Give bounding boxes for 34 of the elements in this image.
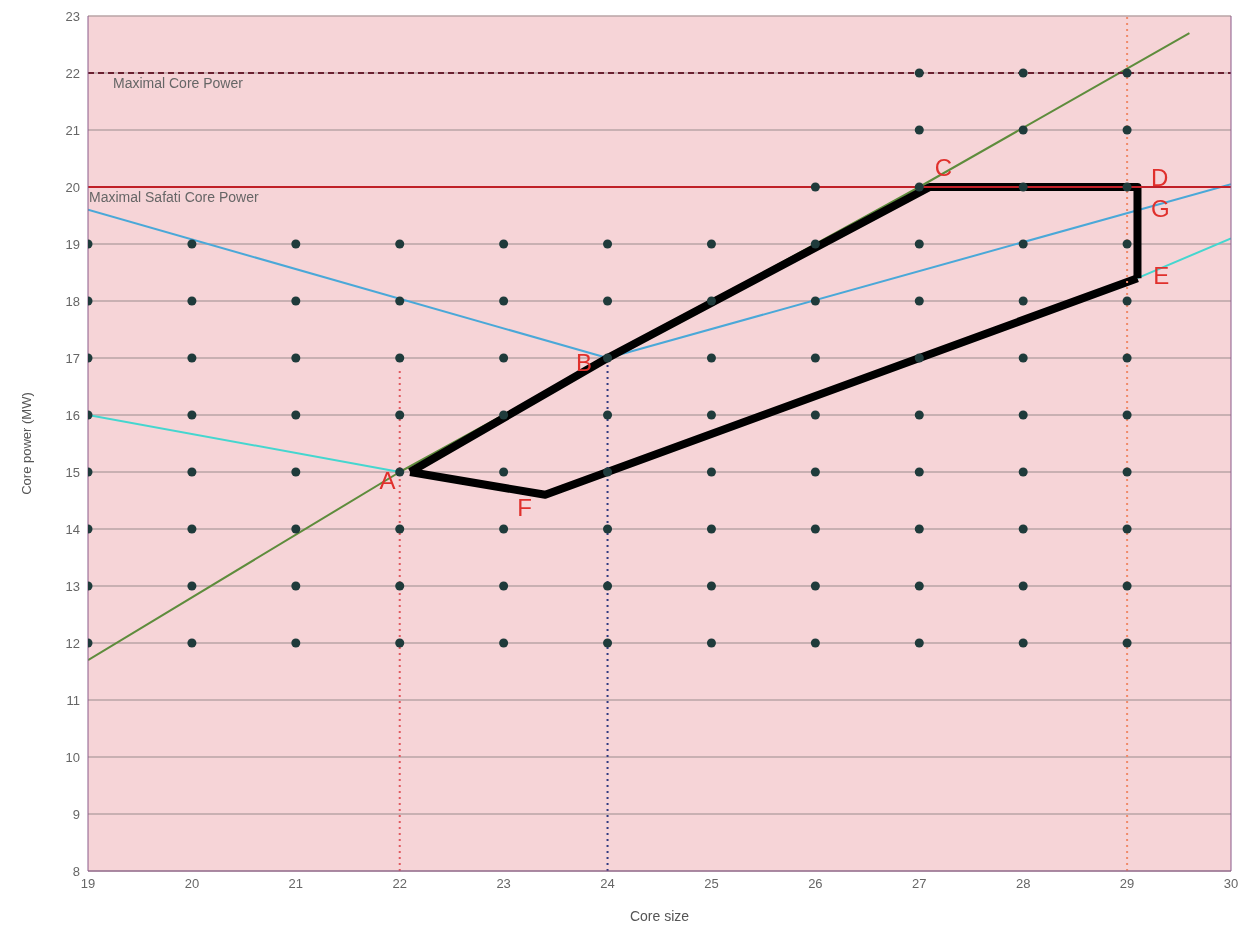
y-tick-label: 21: [65, 122, 80, 138]
x-tick-label: 28: [1015, 876, 1031, 892]
y-tick-label: 12: [65, 635, 80, 651]
y-tick-label: 13: [65, 578, 80, 594]
ref-line-label: Maximal Core Power: [113, 74, 244, 91]
y-tick-label: 9: [72, 806, 80, 822]
y-tick-label: 16: [65, 407, 80, 423]
y-tick-label: 18: [65, 293, 80, 309]
y-tick-label: 11: [66, 692, 80, 708]
y-tick-label: 23: [65, 8, 80, 24]
y-tick-label: 17: [65, 350, 80, 366]
x-axis-title: Core size: [629, 908, 690, 924]
x-tick-label: 25: [704, 876, 719, 892]
x-tick-label: 27: [912, 876, 927, 892]
x-tick-label: 22: [392, 876, 407, 892]
y-axis-title: Core power (MW): [18, 392, 34, 495]
y-tick-label: 22: [65, 65, 80, 81]
y-tick-label: 19: [65, 236, 80, 252]
annotation: F: [517, 493, 532, 521]
x-tick-label: 26: [808, 876, 823, 892]
x-tick-label: 20: [184, 876, 200, 892]
ref-line-label: Maximal Safati Core Power: [89, 188, 259, 205]
y-tick-label: 15: [65, 464, 80, 480]
x-tick-label: 24: [600, 876, 615, 892]
annotation: D: [1150, 164, 1169, 192]
annotation: E: [1153, 261, 1170, 289]
x-tick-label: 21: [288, 876, 304, 892]
y-tick-label: 10: [65, 749, 80, 765]
y-tick-label: 14: [65, 521, 80, 537]
y-tick-label: 20: [65, 179, 80, 195]
y-tick-label: 8: [72, 863, 80, 879]
x-tick-label: 29: [1119, 876, 1135, 892]
x-tick-label: 30: [1223, 876, 1239, 892]
x-tick-label: 23: [496, 876, 511, 892]
